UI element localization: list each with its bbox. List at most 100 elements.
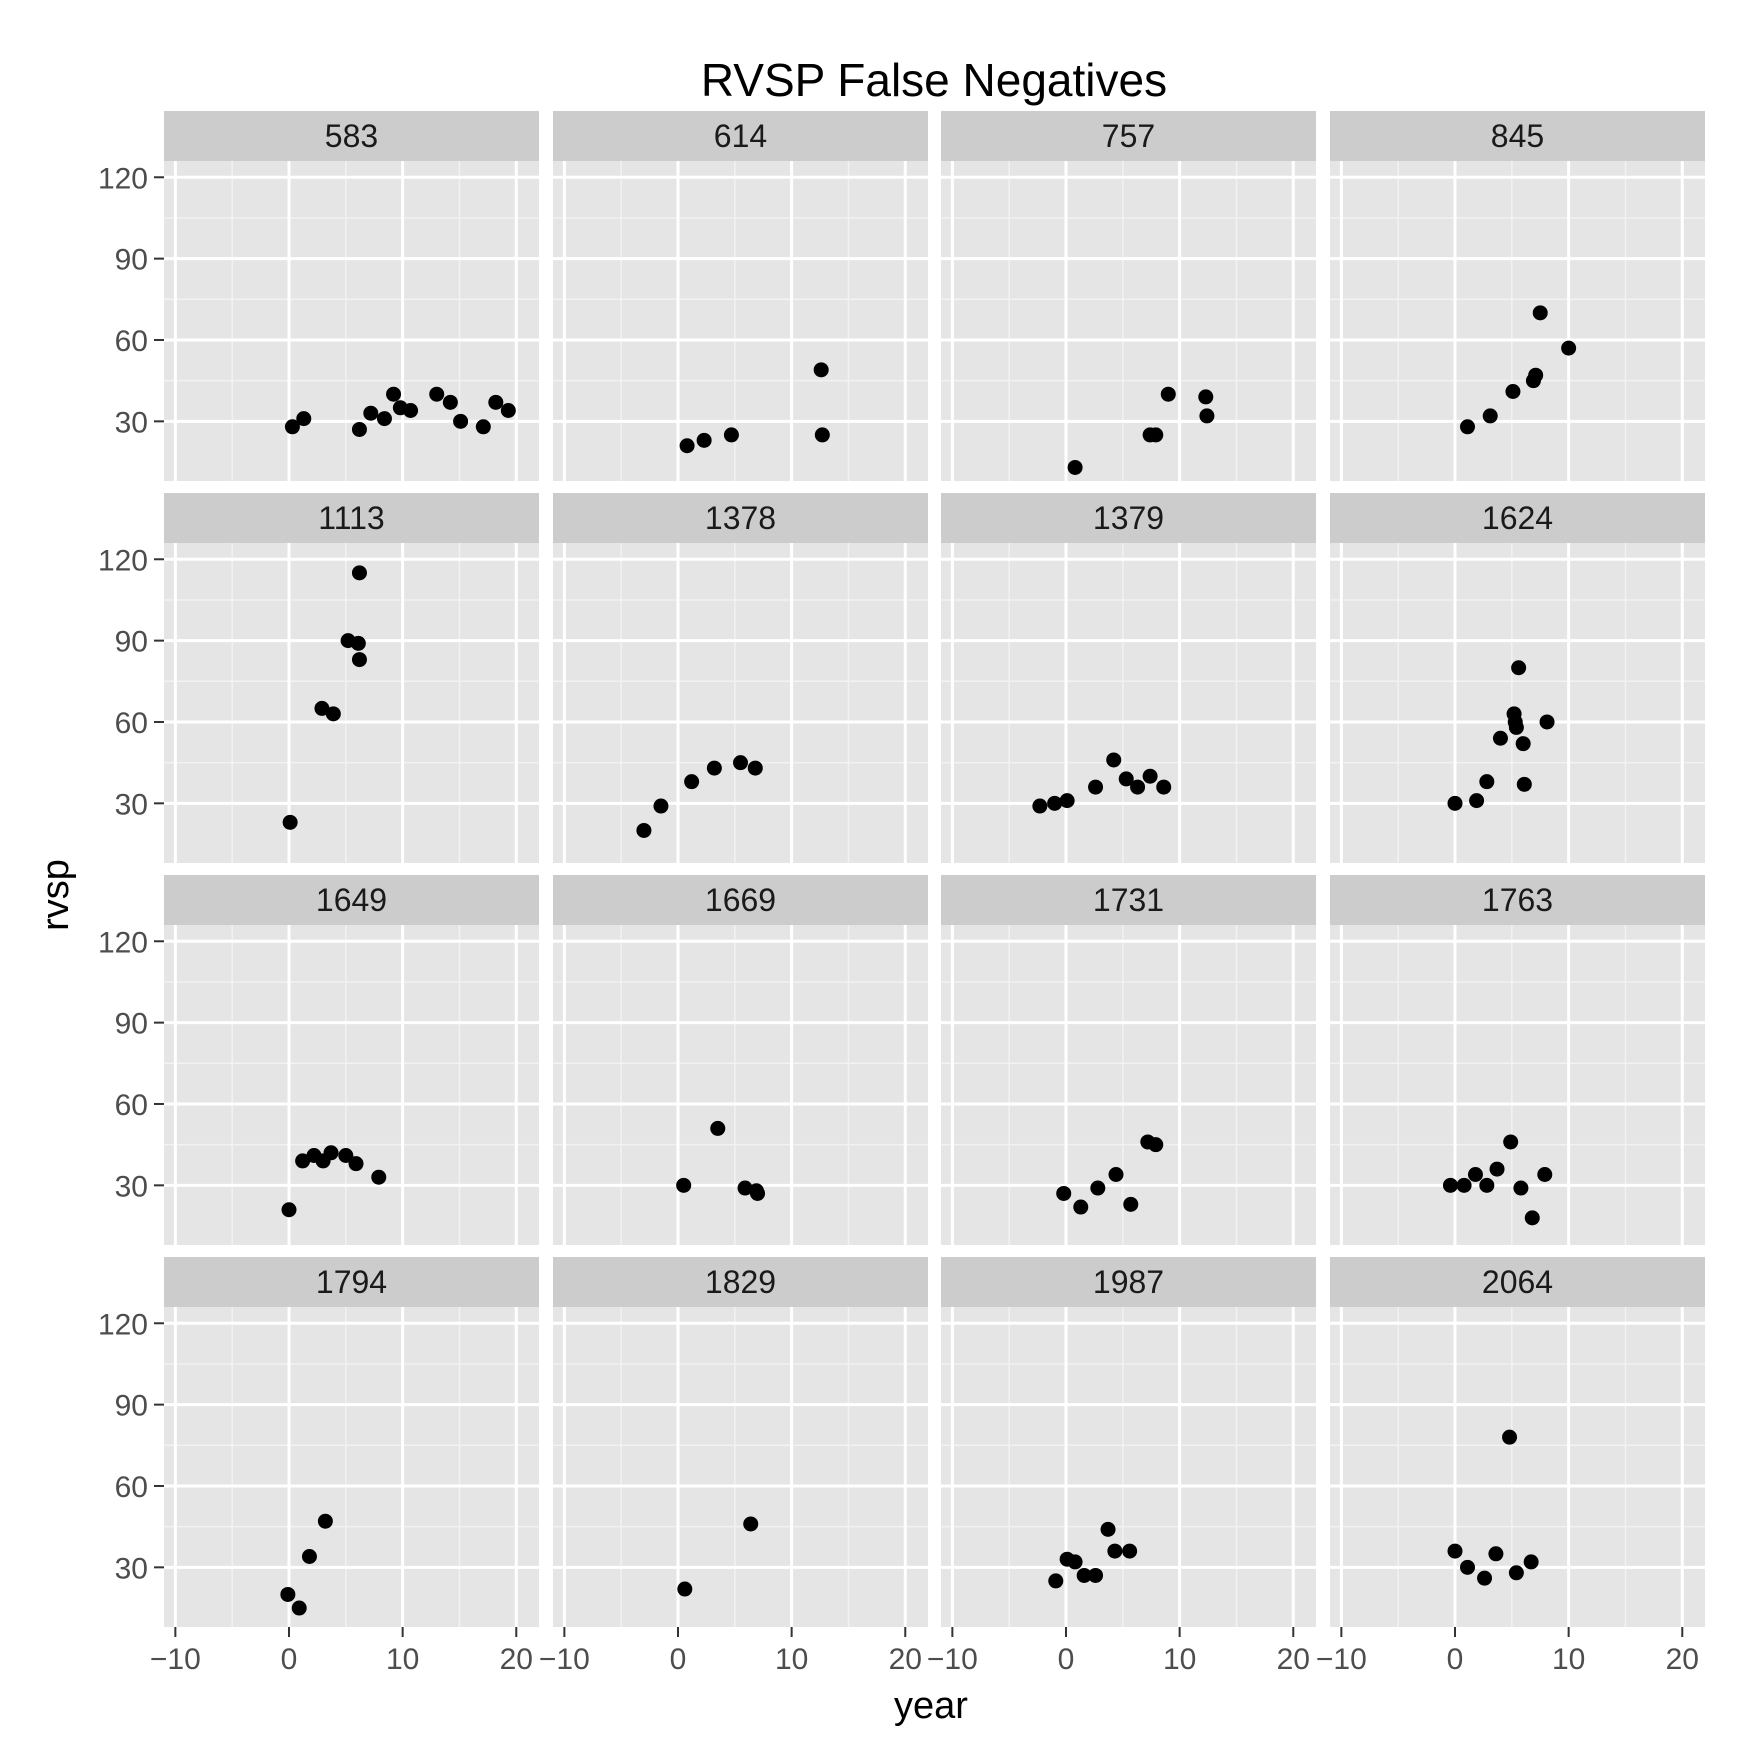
facet-panel-1829: 1829 −10 0 10 20: [539, 1257, 928, 1676]
data-point: [1090, 1180, 1106, 1196]
facet-panel-2064: 2064 −10 0 10 20: [1316, 1257, 1705, 1676]
data-point: [348, 1156, 364, 1172]
x-tick-label: −10: [150, 1643, 201, 1676]
x-tick-label: 0: [1058, 1643, 1075, 1676]
data-point: [1032, 798, 1048, 814]
data-point: [1088, 1567, 1104, 1583]
data-point: [350, 635, 366, 651]
data-point: [284, 419, 300, 435]
data-point: [1502, 1429, 1518, 1445]
data-point: [696, 432, 712, 448]
data-point: [706, 760, 722, 776]
data-point: [1199, 408, 1215, 424]
facet-strip-label: 845: [1491, 118, 1544, 154]
data-point: [1073, 1199, 1089, 1215]
data-point: [1482, 408, 1498, 424]
data-point: [282, 814, 298, 830]
facet-strip-label: 1378: [705, 500, 776, 536]
data-point: [1148, 1137, 1164, 1153]
y-axis-title: rvsp: [35, 859, 77, 931]
data-point: [737, 1180, 753, 1196]
x-tick-label: 10: [1163, 1643, 1196, 1676]
plot-area: [941, 1307, 1316, 1627]
data-point: [1537, 1166, 1553, 1182]
y-tick-label: 120: [98, 544, 148, 577]
facet-strip-label: 1987: [1093, 1264, 1164, 1300]
facet-panel-1379: 1379: [941, 493, 1316, 863]
data-point: [653, 798, 669, 814]
data-point: [323, 1145, 339, 1161]
data-point: [1123, 1196, 1139, 1212]
data-point: [1056, 1185, 1072, 1201]
plot-area: [941, 543, 1316, 863]
y-tick-label: 30: [115, 406, 148, 439]
data-point: [1107, 1543, 1123, 1559]
data-point: [301, 1548, 317, 1564]
facet-strip-label: 1763: [1482, 882, 1553, 918]
data-point: [677, 1581, 693, 1597]
data-point: [314, 700, 330, 716]
chart-title: RVSP False Negatives: [701, 54, 1167, 106]
facet-panel-1649: 1649 30 60 90 120: [98, 875, 539, 1245]
x-tick-label: −10: [927, 1643, 978, 1676]
data-point: [1156, 779, 1172, 795]
facet-strip-label: 1113: [318, 500, 384, 536]
data-point: [386, 386, 402, 402]
plot-area: [164, 925, 539, 1245]
data-point: [1456, 1177, 1472, 1193]
data-point: [429, 386, 445, 402]
data-point: [351, 421, 367, 437]
facet-strip-label: 1624: [1482, 500, 1553, 536]
data-point: [281, 1202, 297, 1218]
data-point: [1479, 774, 1495, 790]
data-point: [1508, 1565, 1524, 1581]
data-point: [500, 402, 516, 418]
plot-area: [941, 161, 1316, 481]
facet-panel-757: 757: [941, 111, 1316, 481]
data-point: [636, 822, 652, 838]
data-point: [1148, 427, 1164, 443]
data-point: [1539, 714, 1555, 730]
y-tick-label: 60: [115, 707, 148, 740]
y-tick-label: 90: [115, 244, 148, 277]
facet-panel-1378: 1378: [553, 493, 928, 863]
data-point: [733, 755, 748, 771]
data-point: [453, 413, 469, 429]
facet-strip: [1330, 875, 1705, 925]
data-point: [1059, 793, 1075, 809]
facet-panel-1113: 1113 30 60 90 120: [98, 493, 539, 863]
x-tick-label: 20: [889, 1643, 922, 1676]
data-point: [1088, 779, 1104, 795]
facet-strip-label: 757: [1102, 118, 1155, 154]
data-point: [1513, 1180, 1529, 1196]
data-point: [1477, 1570, 1493, 1586]
facet-strip: [941, 1257, 1316, 1307]
data-point: [1447, 795, 1463, 811]
plot-area: [553, 925, 928, 1245]
facet-panel-614: 614: [553, 111, 928, 481]
data-point: [317, 1513, 333, 1529]
y-tick-label: 90: [115, 626, 148, 659]
data-point: [1067, 459, 1083, 475]
data-point: [1447, 1543, 1463, 1559]
data-point: [1488, 1546, 1504, 1562]
x-tick-label: 20: [500, 1643, 533, 1676]
facet-strip-label: 1379: [1093, 500, 1164, 536]
x-tick-label: −10: [539, 1643, 590, 1676]
x-tick-label: 10: [1552, 1643, 1585, 1676]
data-point: [1523, 1554, 1539, 1570]
facet-panel-845: 845: [1330, 111, 1705, 481]
data-point: [1508, 719, 1524, 735]
plot-area: [164, 1307, 539, 1627]
plot-area: [1330, 925, 1705, 1245]
y-tick-label: 120: [98, 1308, 148, 1341]
x-tick-label: 10: [775, 1643, 808, 1676]
data-point: [743, 1516, 759, 1532]
data-point: [351, 565, 367, 581]
facet-strip: [1330, 1257, 1705, 1307]
facet-strip-label: 583: [325, 118, 378, 154]
plot-area: [1330, 543, 1705, 863]
data-point: [1067, 1554, 1083, 1570]
data-point: [1528, 367, 1544, 383]
data-point: [1160, 386, 1176, 402]
